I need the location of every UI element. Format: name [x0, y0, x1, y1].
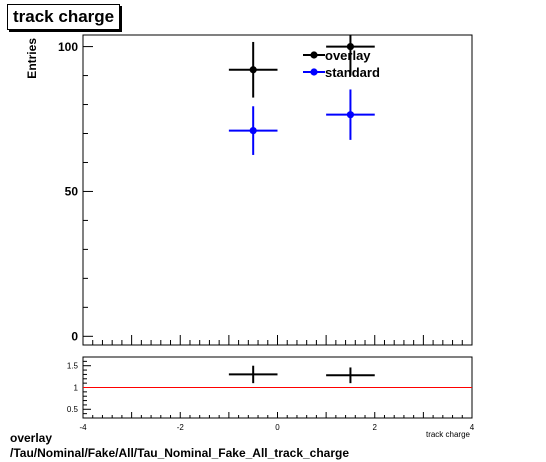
- y-tick-label: 100: [58, 40, 78, 54]
- x-tick-label: 0: [275, 423, 280, 432]
- y-tick-label: 1: [74, 383, 79, 392]
- legend-entry: standard: [303, 65, 380, 80]
- x-axis-title: track charge: [426, 430, 471, 439]
- data-point: [326, 89, 375, 140]
- y-tick-label: 1.5: [67, 362, 79, 371]
- main-plot: 0 50 100 Entries overlay standard: [25, 34, 473, 346]
- plot-frame: [82, 34, 473, 346]
- legend-marker: [310, 68, 318, 76]
- legend-label: overlay: [325, 48, 371, 63]
- legend-marker: [310, 51, 318, 59]
- y-tick-label: 50: [65, 185, 79, 199]
- x-tick-label: -4: [79, 423, 87, 432]
- x-tick-label: -2: [177, 423, 185, 432]
- ratio-plot: -4 -2 0 2 4 0.5 1 1.5 track charge: [67, 356, 475, 439]
- footer-label: overlay: [10, 431, 53, 445]
- marker: [346, 42, 355, 51]
- chart-title: track charge: [7, 4, 121, 30]
- x-tick-label: 4: [470, 423, 475, 432]
- marker: [249, 127, 257, 135]
- legend: overlay standard: [303, 48, 380, 80]
- x-tick-label: 2: [373, 423, 378, 432]
- data-point: [228, 106, 278, 155]
- data-point: [326, 367, 375, 384]
- legend-label: standard: [325, 65, 380, 80]
- data-point: [228, 41, 278, 98]
- marker: [346, 111, 355, 119]
- y-tick-label: 0.5: [67, 405, 79, 414]
- marker: [249, 66, 257, 74]
- data-point: [228, 365, 278, 384]
- footer-path: /Tau/Nominal/Fake/All/Tau_Nominal_Fake_A…: [10, 446, 350, 460]
- y-tick-label: 0: [71, 330, 78, 344]
- data-point: [326, 35, 375, 76]
- legend-entry: overlay: [303, 48, 371, 63]
- y-axis-title: Entries: [25, 38, 39, 79]
